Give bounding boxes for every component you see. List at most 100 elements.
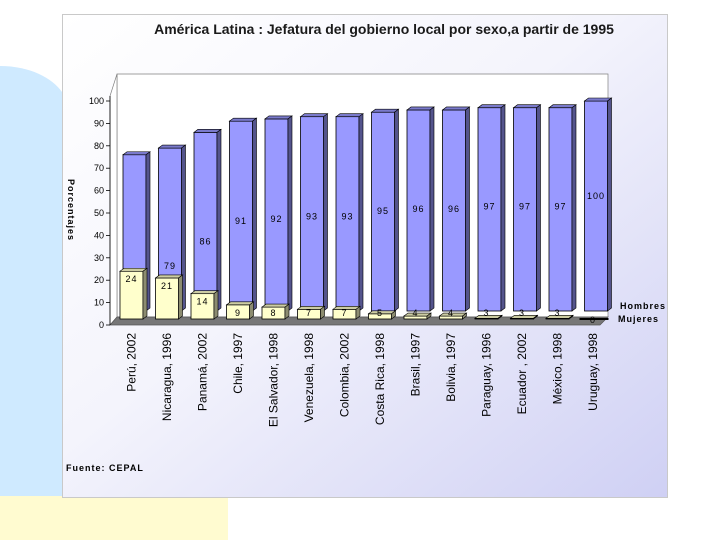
data-label-hombres: 91 [235,216,247,226]
bar-hombres-top [370,108,400,113]
bar-mujeres-top [119,267,148,272]
bar-mujeres [438,312,468,320]
data-label-hombres: 86 [199,236,211,246]
data-label-hombres: 93 [306,212,318,222]
y-tick-label: 10 [94,298,104,308]
bar-hombres-side [252,117,257,312]
bar-mujeres-top [190,290,219,294]
bar-hombres-top [299,113,329,117]
y-tick-label: 50 [94,208,104,218]
bar-mujeres-side [142,267,148,320]
data-label-mujeres: 8 [270,308,276,318]
data-label-hombres: 92 [270,214,282,224]
bar-mujeres-side [355,305,361,320]
data-label-hombres: 97 [554,202,566,212]
y-tick-label: 90 [94,118,104,128]
bar-mujeres [509,314,539,320]
bar-hombres-side [358,113,364,312]
data-label-mujeres: 3 [554,308,560,318]
bar-hombres-side [216,128,222,312]
bar-mujeres-side [213,290,219,320]
bar-hombres-top [264,115,293,120]
data-label-mujeres: 0 [590,315,596,325]
bar-hombres-top [157,144,187,149]
data-label-hombres: 97 [483,202,495,212]
x-tick-label: El Salvador, 1998 [267,333,281,427]
bar-hombres-top [406,106,435,111]
bar-hombres [299,113,329,312]
bar-mujeres-side [497,314,503,320]
bar-hombres-side [536,104,541,312]
data-label-hombres: 93 [341,212,353,222]
data-label-hombres: 96 [412,204,424,214]
bar-hombres [512,104,542,312]
data-label-mujeres: 3 [483,308,489,318]
bar-hombres [406,106,435,312]
bar-mujeres [261,303,290,320]
bar-mujeres-top [261,303,290,308]
chart-title: América Latina : Jefatura del gobierno l… [154,21,614,37]
bar-mujeres-side [249,301,254,320]
bar-mujeres-side [320,305,325,320]
x-tick-label: Panamá, 2002 [196,333,210,411]
x-axis-labels: Perú, 2002 Nicaragua, 1996 Panamá, 2002 Chi… [125,333,601,427]
plot-side-wall [109,73,118,326]
data-label-mujeres: 4 [412,308,418,318]
data-label-mujeres: 7 [306,308,312,318]
x-tick-label: Colombia, 2002 [338,333,352,417]
bar-hombres-side [181,144,186,312]
bar-mujeres-side [391,310,396,320]
legend-label-hombres: Hombres [620,301,666,311]
x-tick-label: Nicaragua, 1996 [160,333,174,421]
bar-mujeres [332,305,361,320]
x-tick-label: Uruguay, 1998 [586,333,600,411]
bar-hombres [264,115,293,312]
bar-hombres-top [193,129,222,133]
bar-hombres-front [193,131,218,312]
bar-mujeres [545,314,574,320]
y-tick-label: 40 [94,230,104,240]
x-tick-label: Ecuador , 2002 [515,333,529,415]
bar-mujeres-side [178,274,183,320]
y-tick-label: 60 [94,186,104,196]
bar-hombres-top [548,104,577,109]
data-label-hombres: 79 [164,261,176,271]
bars: 7624792186149199289379379559649649739739… [119,97,613,325]
bar-hombres [370,108,400,312]
x-tick-label: Costa Rica, 1998 [373,333,387,425]
bar-mujeres [154,274,184,320]
bar-mujeres-side [284,303,290,320]
data-label-mujeres: 21 [161,281,173,291]
bar-mujeres [190,290,219,320]
bar-mujeres-side [568,314,574,320]
legend-label-mujeres: Mujeres [618,314,659,324]
x-tick-label: Paraguay, 1996 [480,333,494,417]
y-tick-label: 30 [94,253,104,263]
bar-hombres-side [287,115,293,312]
data-label-hombres: 96 [448,204,460,214]
bar-hombres-side [571,104,577,312]
y-axis: 0 10 20 30 40 50 60 70 80 90 100 [89,96,111,330]
bar-mujeres [296,305,326,320]
y-tick-label: 0 [99,320,104,330]
x-tick-label: Perú, 2002 [125,333,139,392]
bar-hombres-side [607,97,612,312]
bar-hombres-side [394,108,399,312]
bar-mujeres-side [462,312,467,320]
data-label-mujeres: 3 [519,308,525,318]
background-blue-arc [0,66,62,496]
x-tick-label: Chile, 1997 [231,333,245,394]
y-tick-label: 100 [89,96,104,106]
bar-hombres [477,104,506,312]
data-label-mujeres: 4 [448,308,454,318]
bar-hombres-top [441,106,471,111]
x-tick-label: Venezuela, 1998 [302,333,316,423]
data-label-mujeres: 5 [377,308,383,318]
bar-hombres-side [465,106,470,312]
data-label-mujeres: 14 [196,297,208,307]
bar-hombres-top [122,151,151,156]
bar-hombres-top [583,97,613,102]
bar-mujeres [119,267,148,320]
bar-mujeres-side [533,314,538,320]
